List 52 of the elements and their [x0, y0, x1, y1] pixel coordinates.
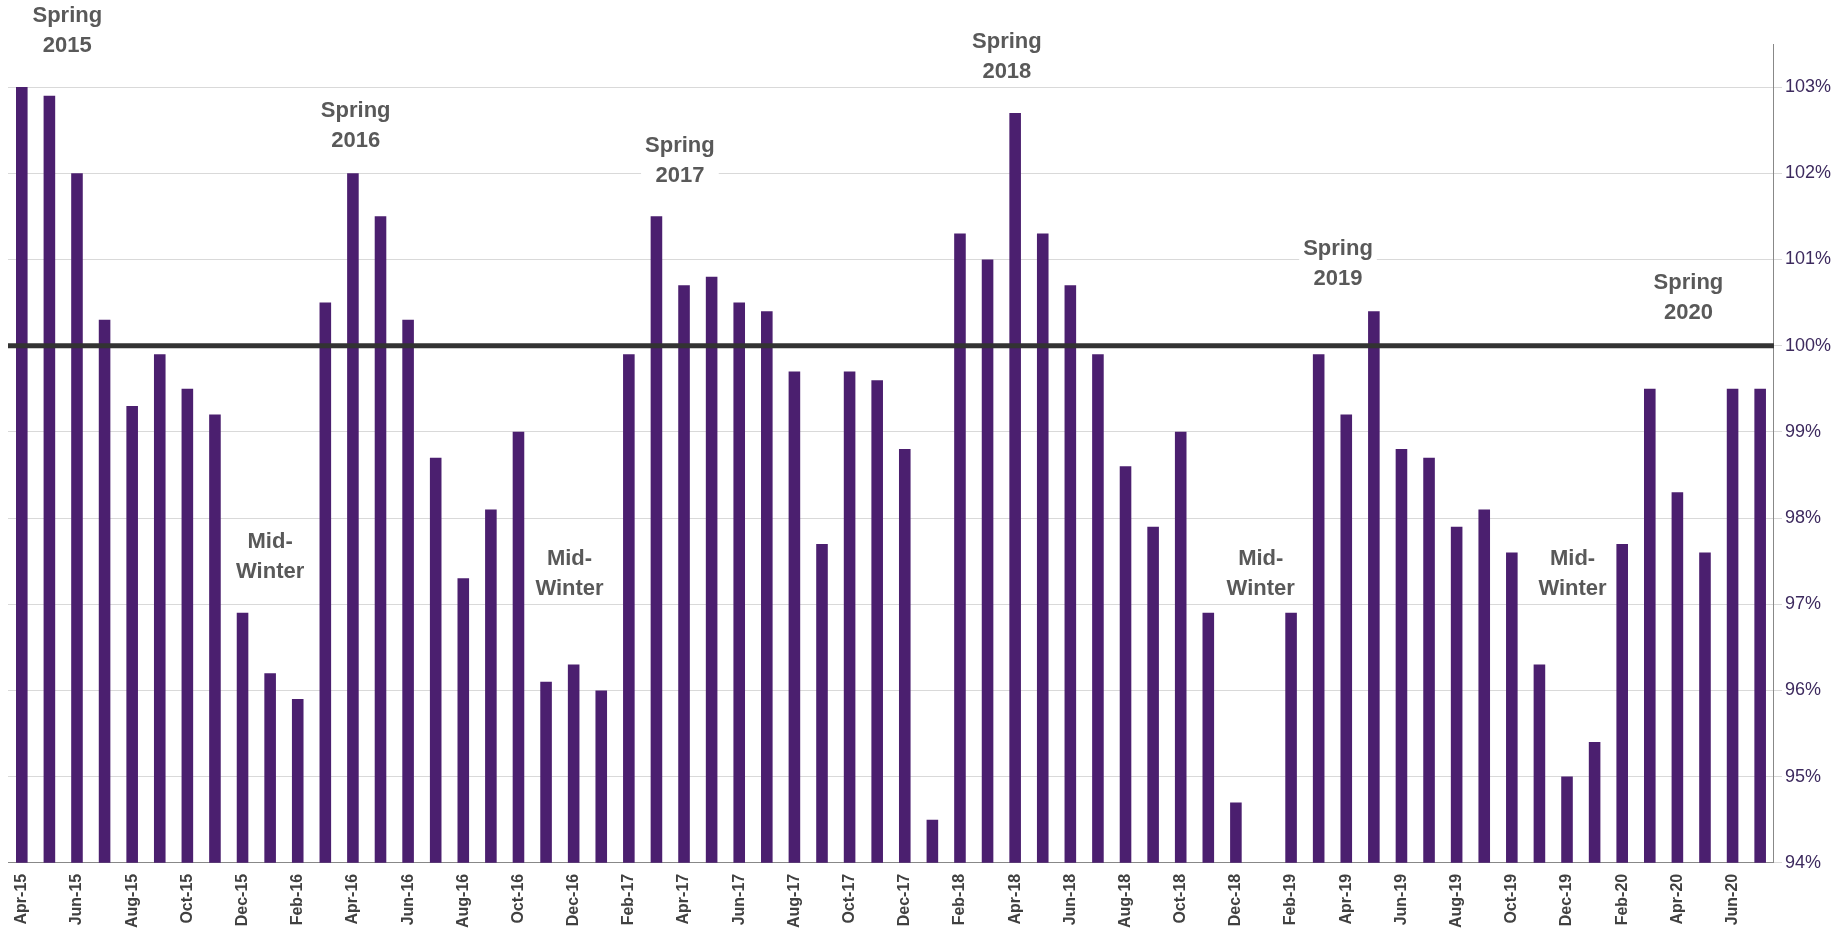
x-tick-label: Dec-19	[1557, 873, 1575, 927]
x-tick-label: Apr-19	[1336, 873, 1354, 925]
x-tick-label: Oct-15	[177, 873, 195, 924]
x-tick-label: Aug-19	[1447, 873, 1465, 929]
annotation: Mid- Winter	[1538, 545, 1608, 601]
annotation: Spring 2018	[972, 28, 1042, 84]
x-tick-label: Feb-19	[1281, 873, 1299, 926]
x-tick-label: Aug-16	[453, 873, 471, 929]
x-tick-label: Jun-18	[1060, 873, 1078, 926]
x-tick-label: Jun-19	[1391, 873, 1409, 926]
y-tick-label: 95%	[1784, 765, 1821, 786]
y-tick-label: 96%	[1784, 679, 1821, 700]
x-tick-label: Dec-17	[895, 873, 913, 927]
x-tick-label: Apr-17	[674, 873, 692, 925]
x-tick-label: Apr-20	[1667, 873, 1685, 925]
x-tick-label: Dec-16	[564, 873, 582, 927]
x-tick-label: Apr-18	[1005, 873, 1023, 925]
x-tick-label: Jun-15	[67, 873, 85, 926]
x-tick-label: Oct-19	[1502, 873, 1520, 924]
annotation: Mid- Winter	[535, 545, 605, 601]
y-tick-label: 101%	[1784, 248, 1832, 269]
x-tick-label: Oct-18	[1171, 873, 1189, 924]
x-tick-label: Dec-15	[232, 873, 250, 927]
x-tick-label: Aug-17	[784, 873, 802, 929]
x-tick-label: Feb-18	[950, 873, 968, 926]
y-tick-label: 102%	[1784, 162, 1832, 183]
x-tick-label: Jun-20	[1722, 873, 1740, 926]
x-tick-label: Oct-16	[508, 873, 526, 924]
y-tick-label: 100%	[1784, 334, 1832, 355]
y-tick-label: 94%	[1784, 851, 1821, 872]
annotation: Mid- Winter	[1226, 545, 1296, 601]
annotation: Spring 2016	[320, 97, 391, 153]
annotation: Spring 2019	[1303, 235, 1373, 290]
annotation: Mid- Winter	[236, 528, 305, 584]
y-tick-label: 99%	[1784, 420, 1821, 441]
x-tick-label: Feb-20	[1612, 873, 1630, 926]
y-tick-label: 103%	[1784, 76, 1832, 97]
x-tick-label: Apr-16	[343, 873, 361, 925]
x-tick-label: Apr-15	[12, 873, 30, 925]
x-tick-label: Jun-17	[729, 873, 747, 926]
x-tick-label: Dec-18	[1226, 873, 1244, 927]
annotation: Spring 2017	[645, 131, 715, 187]
x-tick-label: Oct-17	[840, 873, 857, 924]
x-tick-label: Aug-18	[1115, 873, 1133, 929]
x-tick-label: Feb-16	[288, 873, 306, 926]
x-tick-label: Feb-17	[619, 873, 637, 926]
annotation: Spring 2020	[1653, 269, 1724, 325]
x-tick-label: Jun-16	[398, 873, 416, 926]
x-tick-label: Aug-15	[122, 873, 140, 929]
annotation: Spring 2015	[32, 2, 103, 58]
y-tick-label: 97%	[1784, 593, 1821, 614]
y-tick-label: 98%	[1784, 507, 1821, 527]
